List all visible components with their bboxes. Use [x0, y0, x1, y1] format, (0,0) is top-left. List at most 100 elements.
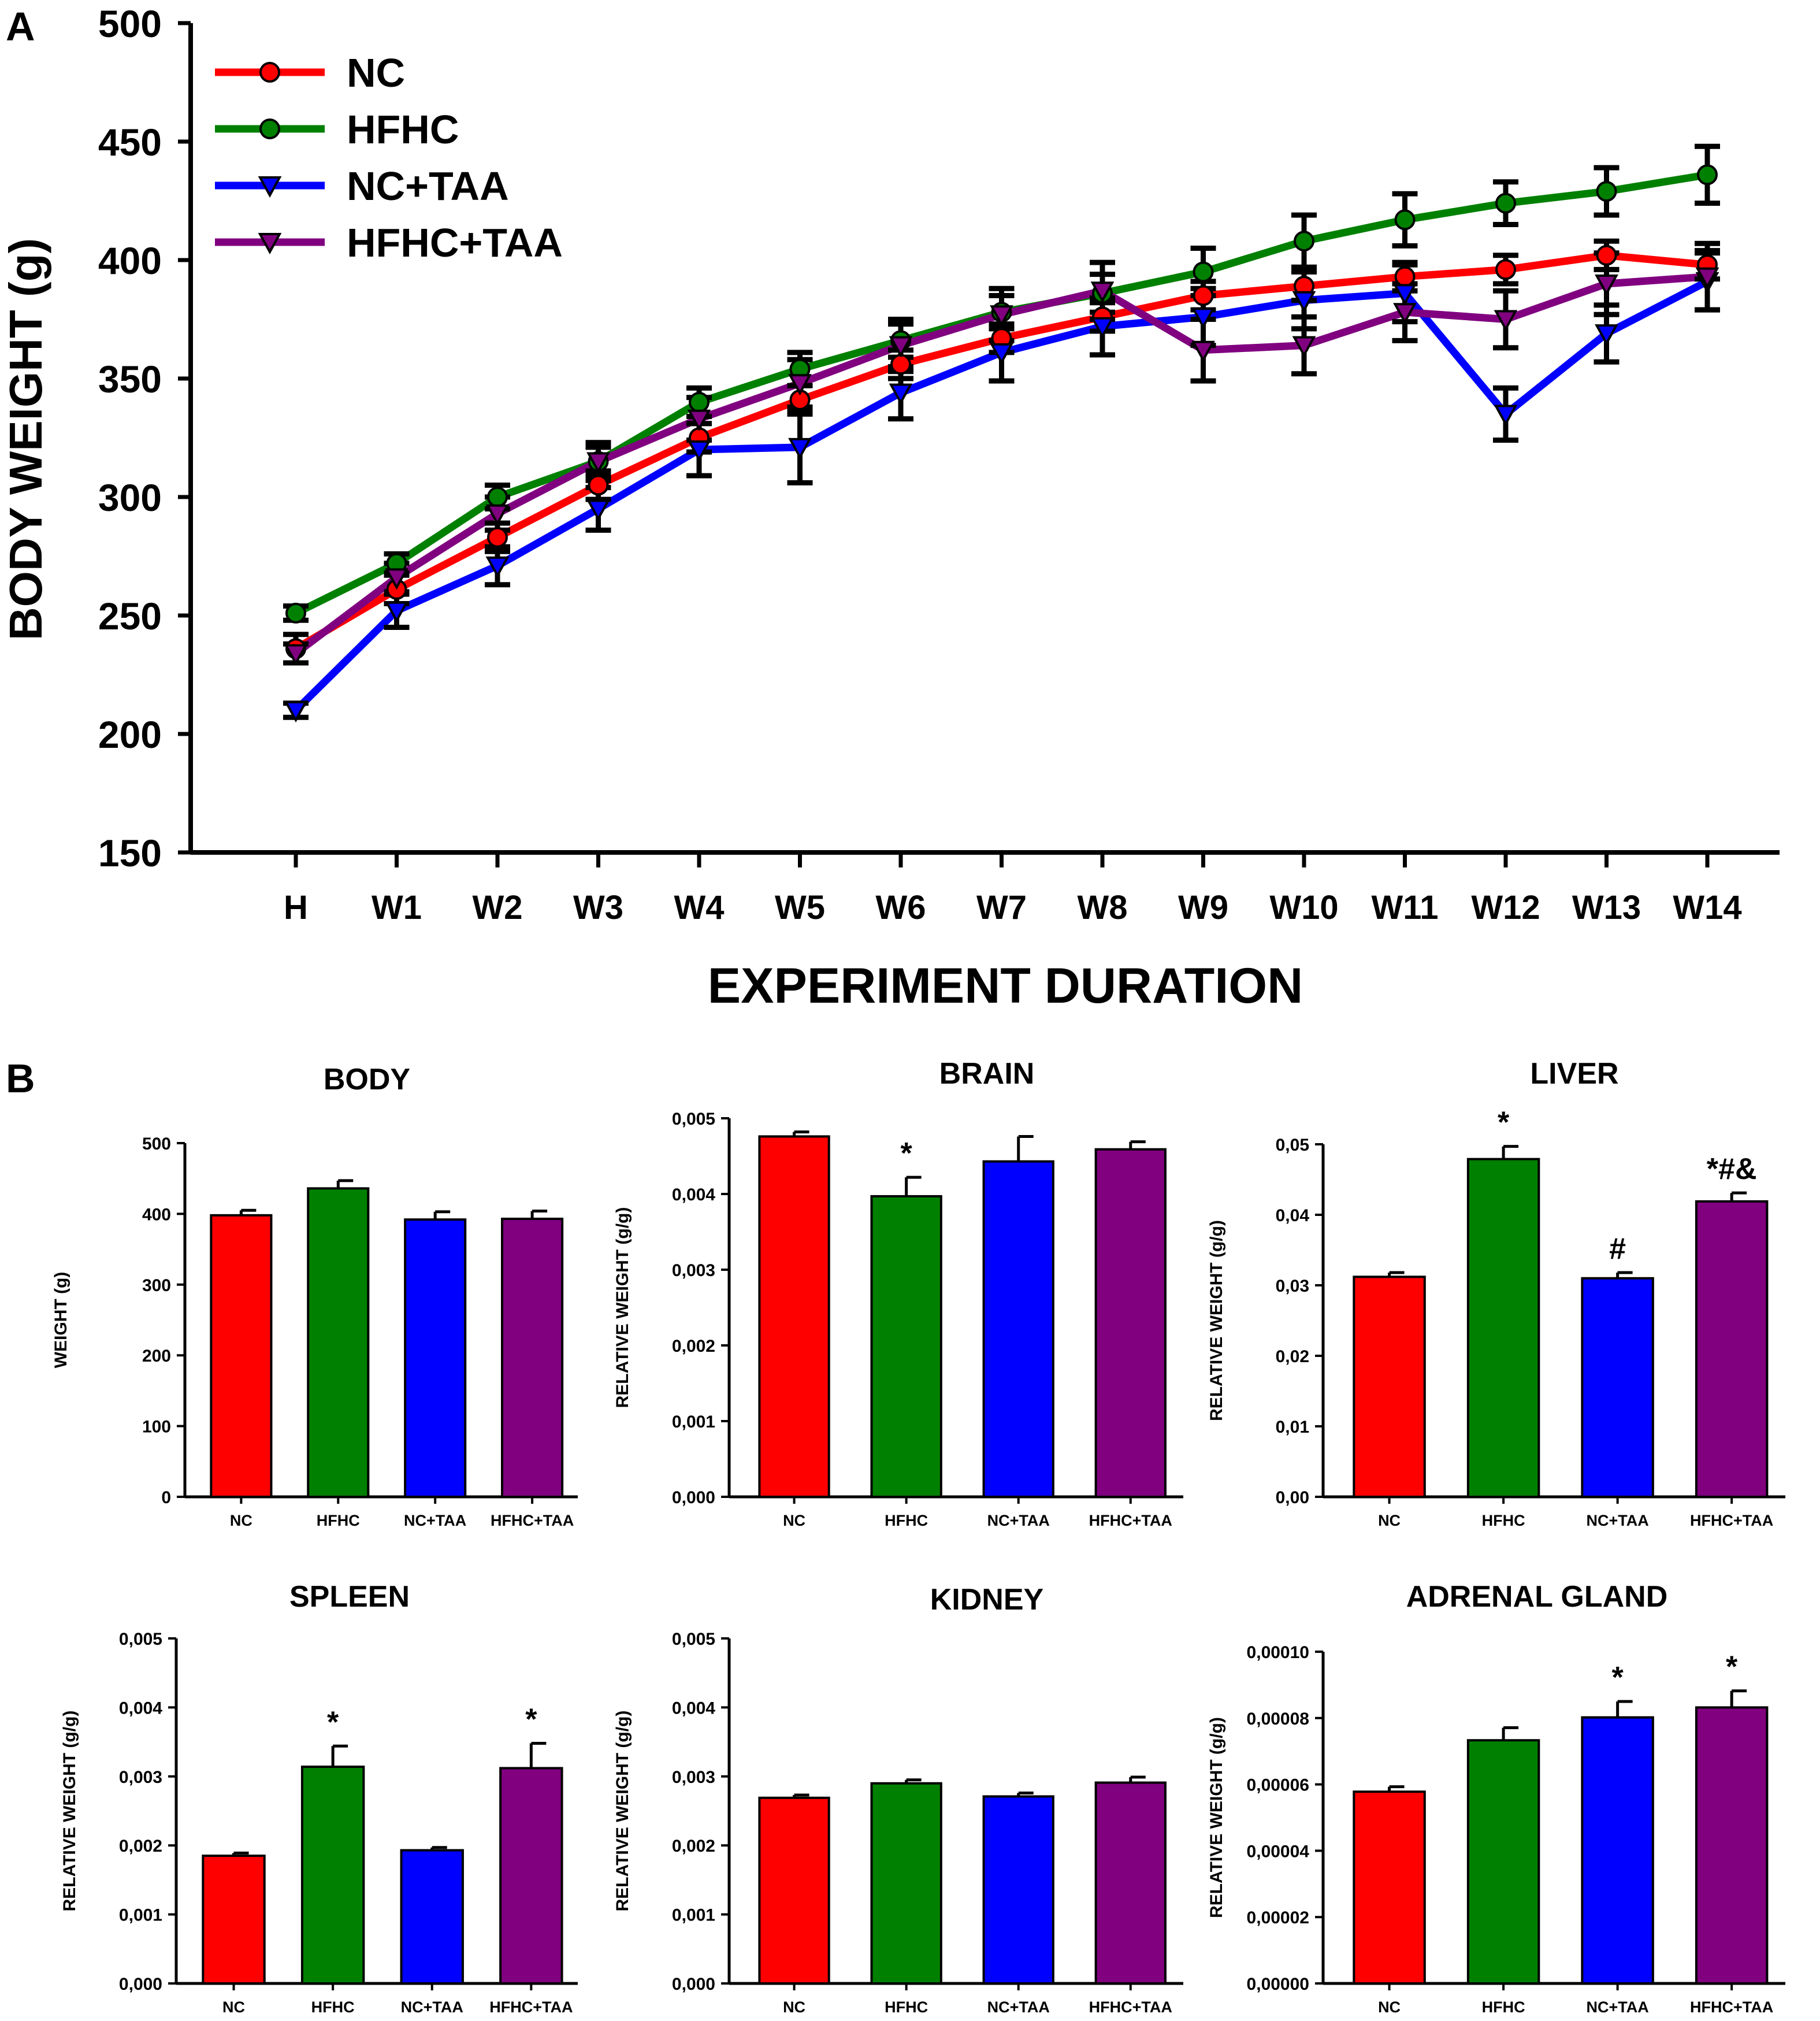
legend-label-hfhc-taa: HFHC+TAA: [347, 220, 563, 265]
data-point-hfhc: [1495, 192, 1516, 214]
y-tick-label: 200: [142, 1347, 171, 1366]
data-point-hfhc-taa: [385, 568, 408, 590]
y-tick-label: 100: [142, 1418, 171, 1437]
y-tick-label-250: 250: [98, 595, 162, 637]
data-point-hfhc-taa: [586, 452, 610, 474]
x-tick-label-w14: W14: [1673, 889, 1741, 926]
x-tick-label-w9: W9: [1178, 889, 1228, 926]
y-tick-label: 0,03: [1276, 1277, 1309, 1296]
bar-chart-spleen: SPLEEN 0,000 0,001 0,002 0,003 0,004 0,005 RELA…: [60, 1580, 578, 2016]
y-axis-title: RELATIVE WEIGHT (g/g): [613, 1711, 632, 1912]
y-tick-label: 0,003: [672, 1768, 715, 1787]
data-point-nc-taa: [889, 383, 913, 405]
legend-label-nc-taa: NC+TAA: [347, 164, 509, 209]
x-tick-label-w11: W11: [1371, 889, 1438, 926]
y-tick-label: 300: [142, 1276, 171, 1295]
data-point-nc-taa: [284, 701, 308, 723]
legend-marker-nc: [259, 62, 280, 83]
y-axis-title: RELATIVE WEIGHT (g/g): [1207, 1220, 1226, 1421]
x-tick-label-hfhc-taa: HFHC+TAA: [1690, 1998, 1773, 2016]
data-point-hfhc-taa: [1695, 267, 1719, 289]
significance-mark: *: [1612, 1661, 1624, 1694]
significance-mark: *: [525, 1703, 537, 1736]
data-point-hfhc-taa: [1494, 310, 1518, 332]
x-tick-label-nc-taa: NC+TAA: [401, 1998, 463, 2016]
x-tick-label-nc-taa: NC+TAA: [987, 1998, 1050, 2016]
x-tick-label-hfhc: HFHC: [885, 1512, 928, 1529]
x-tick-label-hfhc: HFHC: [885, 1998, 928, 2016]
legend-marker-hfhc-taa: [258, 233, 282, 255]
x-tick-label-w8: W8: [1078, 889, 1128, 926]
bar-hfhc: [1466, 1739, 1540, 1985]
x-tick-label-nc: NC: [1378, 1998, 1401, 2016]
bar-hfhc-taa: [501, 1217, 564, 1499]
panel-b-label: B: [6, 1056, 35, 1101]
y-tick-label: 0,00: [1276, 1488, 1309, 1507]
y-tick-label: 0: [161, 1488, 171, 1507]
y-tick-label: 0,003: [672, 1261, 715, 1280]
x-tick-label-nc: NC: [230, 1512, 252, 1529]
y-axis-title: WEIGHT (g): [51, 1272, 70, 1369]
y-tick-label: 0,005: [672, 1630, 715, 1649]
y-tick-label: 0,001: [119, 1906, 162, 1925]
data-point-hfhc-taa: [1393, 303, 1417, 325]
body-weight-line-chart: 150 200 250 300 350 400 450 500 H W1 W2 W3 W4 W5 W6 W7 W…: [0, 2, 1780, 1014]
chart-title-kidney: KIDNEY: [930, 1583, 1043, 1616]
chart-title-liver: LIVER: [1530, 1057, 1618, 1091]
x-tick-label-hfhc-taa: HFHC+TAA: [1089, 1512, 1172, 1529]
x-tick-label-hfhc: HFHC: [311, 1998, 355, 2016]
x-tick-label-hfhc: HFHC: [1482, 1998, 1525, 2016]
legend: NC HFHC NC+TAA HFHC+TAA: [215, 50, 563, 265]
data-point-hfhc-taa: [889, 336, 913, 358]
data-point-nc: [588, 474, 609, 496]
y-tick-label: 0,01: [1276, 1418, 1309, 1437]
data-point-hfhc: [1193, 261, 1214, 283]
bar-nc-taa: [1581, 1716, 1654, 1985]
chart-title-body: BODY: [324, 1063, 410, 1096]
bar-nc: [210, 1214, 273, 1498]
y-axis-title: RELATIVE WEIGHT (g/g): [1207, 1717, 1226, 1918]
y-tick-label: 0,00000: [1247, 1975, 1309, 1994]
bar-nc-taa: [1581, 1277, 1654, 1499]
data-point-hfhc: [1697, 164, 1718, 186]
data-point-nc-taa: [1292, 291, 1316, 313]
y-tick-label: 0,004: [672, 1699, 715, 1718]
data-point-hfhc: [285, 602, 306, 624]
data-point-nc: [1394, 266, 1416, 287]
y-tick-label: 0,002: [672, 1337, 715, 1356]
data-point-hfhc-taa: [485, 504, 510, 526]
y-tick-label: 400: [142, 1205, 171, 1224]
y-tick-label: 0,02: [1276, 1347, 1309, 1366]
data-point-hfhc-taa: [990, 305, 1013, 327]
bar-hfhc-taa: [1695, 1706, 1769, 1985]
y-tick-label: 0,002: [672, 1837, 715, 1856]
significance-mark: *: [1726, 1651, 1738, 1684]
data-point-nc-taa: [687, 440, 711, 462]
data-point-hfhc: [689, 392, 710, 413]
data-point-nc-taa: [586, 499, 610, 521]
legend-marker-nc-taa: [258, 176, 282, 198]
data-point-hfhc-taa: [1191, 340, 1215, 362]
x-tick-label-w3: W3: [573, 889, 623, 926]
x-tick-label-w12: W12: [1471, 889, 1540, 926]
legend-marker-hfhc: [259, 118, 280, 139]
y-tick-label-200: 200: [98, 713, 162, 756]
x-tick-label-w2: W2: [473, 889, 523, 926]
bar-chart-liver: LIVER 0,00 0,01 0,02 0,03 0,04 0,05 RELATIVE WE…: [1207, 1057, 1785, 1529]
data-point-nc-taa: [385, 601, 408, 623]
x-tick-label-nc-taa: NC+TAA: [1586, 1998, 1648, 2016]
significance-mark: *#&: [1707, 1152, 1757, 1186]
significance-mark: *: [901, 1137, 913, 1170]
data-point-nc-taa: [1595, 324, 1618, 346]
y-tick-label: 0,004: [672, 1185, 715, 1204]
bar-hfhc: [870, 1195, 942, 1498]
x-tick-label-nc: NC: [222, 1998, 245, 2016]
significance-mark: *: [1498, 1106, 1510, 1140]
x-tick-label-w6: W6: [876, 889, 926, 926]
legend-label-nc: NC: [347, 50, 405, 95]
bar-hfhc: [870, 1782, 942, 1985]
bar-hfhc-taa: [1695, 1200, 1769, 1499]
bar-nc: [758, 1135, 830, 1498]
y-tick-label-150: 150: [98, 832, 162, 874]
